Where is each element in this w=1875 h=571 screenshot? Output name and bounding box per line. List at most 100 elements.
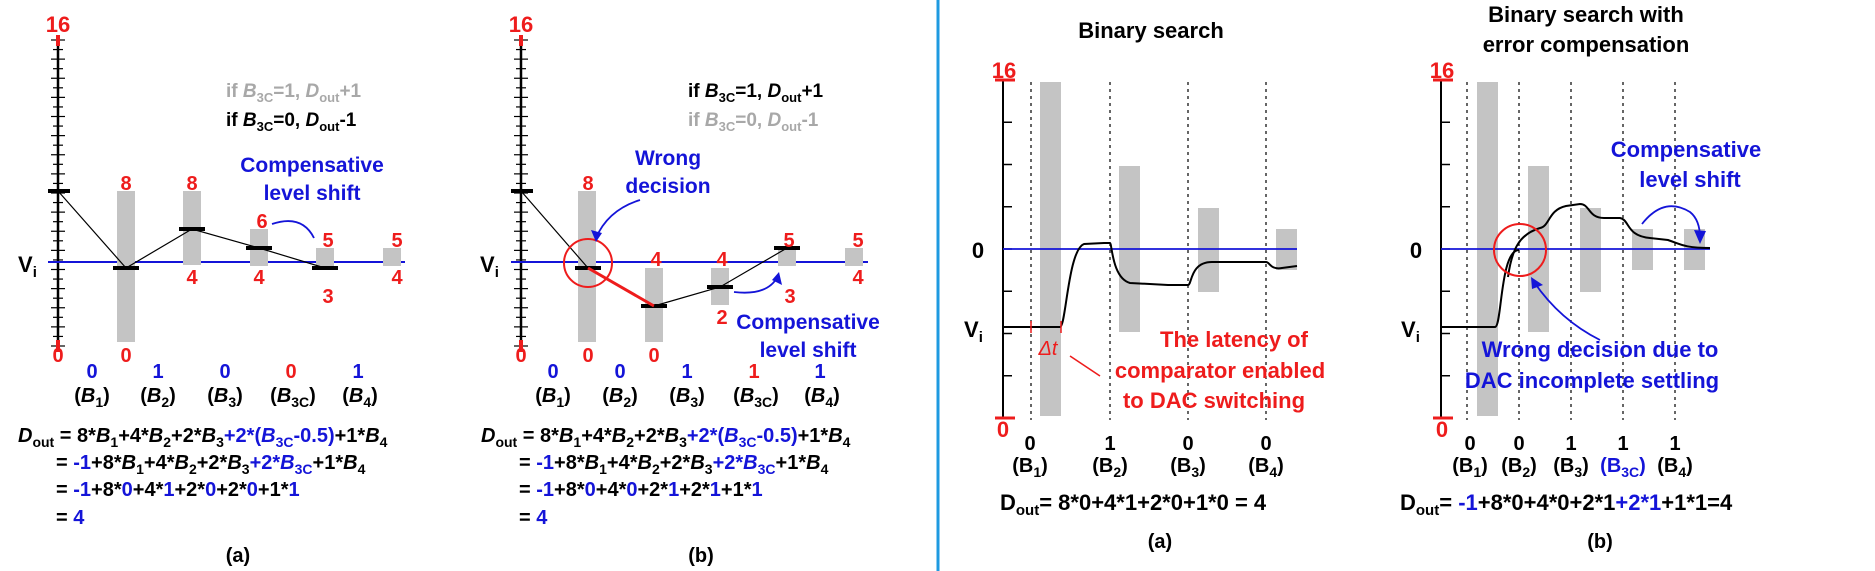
bit-name: (B4)	[1248, 455, 1284, 480]
bar-top-label: 5	[322, 230, 333, 252]
latency-line: to DAC switching	[1123, 388, 1305, 413]
bit-name: (B3C)	[733, 385, 779, 410]
bit-name: (B1)	[74, 385, 110, 410]
bit-name: (B2)	[602, 385, 638, 410]
right-panel-b: Binary search with error compensation 16…	[1400, 2, 1761, 553]
bit-names: (B1) (B2) (B3) (B3C) (B4)	[74, 385, 378, 410]
bar-bottom-label: 0	[648, 345, 659, 367]
bit-value: 1	[681, 361, 692, 383]
bit-name: (B2)	[1501, 455, 1537, 480]
bar-bottom-label: 4	[186, 267, 198, 289]
bit-name: (B2)	[1092, 455, 1128, 480]
ruler-top-label: 16	[509, 12, 533, 37]
bit-value: 0	[285, 361, 296, 383]
latency-line: The latency of	[1160, 327, 1309, 352]
annotation-line: level shift	[1639, 167, 1741, 192]
caption: (b)	[1587, 531, 1613, 553]
wrong-decision-line: DAC incomplete settling	[1465, 368, 1719, 393]
condition-b3c-1: if B3C=1, Dout+1	[226, 81, 362, 105]
bit-name: (B1)	[1012, 455, 1048, 480]
bar-bottom-label: 3	[322, 286, 333, 308]
bar-bottom-label: 0	[515, 345, 526, 367]
bar-bottom-label: 2	[716, 307, 727, 329]
annotation-line: Compensative	[1611, 137, 1761, 162]
bit-name: (B4)	[342, 385, 378, 410]
search-path	[653, 247, 788, 307]
bit-value: 1	[1565, 433, 1576, 455]
bit-value: 1	[152, 361, 163, 383]
bit-value: 0	[1464, 433, 1475, 455]
bit-name: (B3)	[207, 385, 243, 410]
bit-value: 0	[86, 361, 97, 383]
axis-top-label: 16	[1430, 58, 1454, 83]
bit-name: (B3)	[1553, 455, 1589, 480]
dout-equation: Dout= 8*0+4*1+2*0+1*0 = 4	[1000, 490, 1267, 519]
bit-value: 0	[1024, 433, 1035, 455]
bar-top-label: 6	[256, 211, 267, 233]
bit-value: 1	[748, 361, 759, 383]
bit-name: (B1)	[535, 385, 571, 410]
bar-top-label: 5	[852, 230, 863, 252]
equation-line: = -1+8*0+4*0+2*1+2*1+1*1	[519, 479, 763, 501]
caption: (a)	[226, 545, 250, 567]
condition-b3c-0: if B3C=0, Dout-1	[226, 110, 357, 134]
wrong-path	[587, 266, 655, 308]
bit-value: 1	[1669, 433, 1680, 455]
vi-label: Vi	[480, 252, 499, 281]
left-panel-b: 16 Vi 8 4 4 5 5 0 0 0 2 3 4 if B3C=1, Do…	[480, 12, 880, 567]
annotation-line: Compensative	[736, 311, 880, 334]
axis-zero-label: 0	[1410, 238, 1422, 263]
bar-b3c	[316, 248, 334, 266]
right-panel-a: Binary search 16 0 0 Vi Δt The latency o…	[964, 18, 1325, 553]
annotation-arrow	[271, 220, 315, 239]
panel-title: Binary search	[1078, 18, 1224, 43]
bar-bottom-label: 4	[253, 267, 265, 289]
caption: (a)	[1148, 531, 1172, 553]
bit-name: (B3)	[669, 385, 705, 410]
bit-value: 0	[1182, 433, 1193, 455]
bit-name: (B1)	[1452, 455, 1488, 480]
bit-name: (B3)	[1170, 455, 1206, 480]
bar-top-label: 5	[783, 230, 794, 252]
bar-bottom-label: 4	[852, 267, 864, 289]
bar-b3c	[778, 248, 796, 266]
condition-b3c-1: if B3C=1, Dout+1	[688, 81, 824, 105]
bar-bottom-label: 0	[52, 345, 63, 367]
bar-top-label: 8	[186, 173, 197, 195]
axis-top-label: 16	[992, 58, 1016, 83]
equation-line: = -1+8*B1+4*B2+2*B3+2*B3C+1*B4	[519, 452, 829, 477]
bit-name: (B3C)	[270, 385, 316, 410]
search-path	[520, 190, 589, 269]
equation-line: = -1+8*0+4*1+2*0+2*0+1*1	[56, 479, 300, 501]
annotation-arrow	[1641, 205, 1701, 239]
wrong-decision-circle	[563, 238, 613, 288]
bit-value: 1	[1104, 433, 1115, 455]
bit-value: 0	[219, 361, 230, 383]
equation-block: Dout = 8*B1+4*B2+2*B3+2*(B3C-0.5)+1*B4= …	[481, 425, 851, 529]
ruler-ticks	[51, 39, 65, 347]
dout-equation: Dout= -1+8*0+4*0+2*1+2*1+1*1=4	[1400, 490, 1733, 519]
bar-bottom-label: 3	[784, 286, 795, 308]
equation-line: = 4	[519, 507, 548, 529]
bit-value: 1	[814, 361, 825, 383]
arrow-head	[1531, 277, 1543, 289]
latency-pointer	[1069, 355, 1101, 377]
bar-b3	[1580, 208, 1601, 292]
axis-zero-label: 0	[972, 238, 984, 263]
arrow-head	[772, 272, 782, 285]
annotation-line: Compensative	[240, 154, 384, 177]
bit-name: (B2)	[140, 385, 176, 410]
bar-bottom-label: 0	[582, 345, 593, 367]
ruler-top-label: 16	[46, 12, 70, 37]
bar-top-label: 8	[120, 173, 131, 195]
annotation-line: level shift	[760, 339, 857, 362]
dt-label: Δt	[1038, 338, 1059, 360]
wrong-decision-line: decision	[625, 175, 710, 198]
bar-bottom-label: 0	[120, 345, 131, 367]
bit-name: (B4)	[804, 385, 840, 410]
axis-bottom-label: 0	[997, 417, 1009, 442]
panel-title-line: error compensation	[1483, 32, 1690, 57]
wrong-decision-arrow	[1533, 281, 1601, 341]
search-path	[57, 190, 326, 269]
